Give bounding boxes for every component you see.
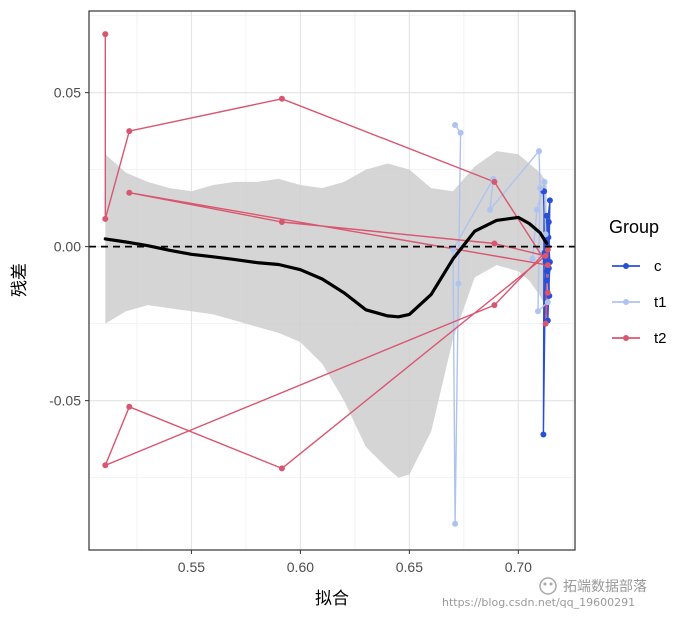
y-axis-title: 残差 [10, 263, 30, 297]
point-t1 [457, 129, 464, 136]
point-c [543, 277, 550, 284]
y-tick-label: 0.00 [54, 239, 81, 255]
point-t2 [491, 240, 498, 247]
point-t2 [278, 95, 285, 102]
confidence-band-area [105, 151, 547, 478]
point-t1 [452, 122, 459, 128]
legend-key-point-c [623, 263, 629, 269]
watermark-url: https://blog.csdn.net/qq_19600291 [442, 596, 635, 609]
legend-label-t2: t2 [654, 330, 667, 347]
point-t1 [487, 206, 493, 213]
point-c [546, 197, 553, 204]
point-t1 [537, 185, 544, 192]
confidence-band [105, 151, 547, 478]
point-t2 [544, 246, 551, 253]
point-t1 [455, 280, 462, 287]
point-c [540, 431, 547, 438]
point-t1 [542, 231, 549, 238]
point-t2 [544, 262, 551, 269]
legend-label-c: c [654, 258, 662, 275]
point-t1 [450, 246, 456, 253]
series-group [102, 31, 553, 527]
point-c [545, 219, 552, 225]
legend-title: Group [609, 217, 659, 237]
wechat-logo-icon [539, 577, 557, 595]
x-tick-label: 0.65 [396, 559, 423, 575]
y-tick-label: 0.05 [54, 85, 81, 101]
x-axis: 0.55 0.60 0.65 0.70 [178, 550, 532, 575]
point-t1 [541, 178, 548, 185]
point-t2 [544, 289, 551, 296]
point-t1 [529, 255, 536, 262]
y-axis: -0.05 0.00 0.05 [49, 85, 89, 409]
x-tick-label: 0.70 [505, 559, 532, 575]
point-c [544, 268, 551, 275]
wechat-logo-eye-right [549, 582, 553, 586]
legend-keys: c t1 t2 [612, 258, 667, 347]
point-t1 [536, 148, 542, 155]
point-t1 [535, 308, 541, 315]
y-tick-label: -0.05 [49, 393, 81, 409]
legend-label-t1: t1 [654, 294, 667, 311]
legend: Group c t1 t2 [609, 217, 667, 347]
point-t2 [542, 320, 549, 327]
smooth-line-group [103, 215, 549, 319]
wechat-logo-eye-left [543, 582, 547, 586]
point-t2 [102, 462, 109, 469]
point-t2 [491, 178, 498, 185]
point-t2 [126, 128, 133, 135]
x-axis-title: 拟合 [315, 589, 349, 609]
point-c [543, 212, 550, 219]
x-tick-label: 0.60 [287, 559, 314, 575]
point-t1 [452, 520, 459, 527]
legend-key-point-t1 [623, 299, 629, 305]
point-t2 [126, 403, 133, 410]
point-t2 [491, 302, 498, 309]
point-t2 [102, 31, 109, 38]
point-t2 [542, 252, 549, 259]
point-t2 [278, 465, 285, 472]
legend-key-point-t2 [623, 335, 629, 341]
point-t2 [102, 215, 109, 222]
watermark-logo-text: 拓端数据部落 [563, 579, 647, 595]
point-t2 [278, 219, 285, 225]
point-t1 [544, 299, 551, 306]
point-t2 [126, 189, 133, 196]
smooth-line [103, 215, 549, 319]
x-tick-label: 0.55 [178, 559, 205, 575]
panel-border [88, 10, 576, 551]
watermark: 拓端数据部落 https://blog.csdn.net/qq_19600291 [442, 577, 647, 609]
point-t1 [533, 206, 540, 213]
